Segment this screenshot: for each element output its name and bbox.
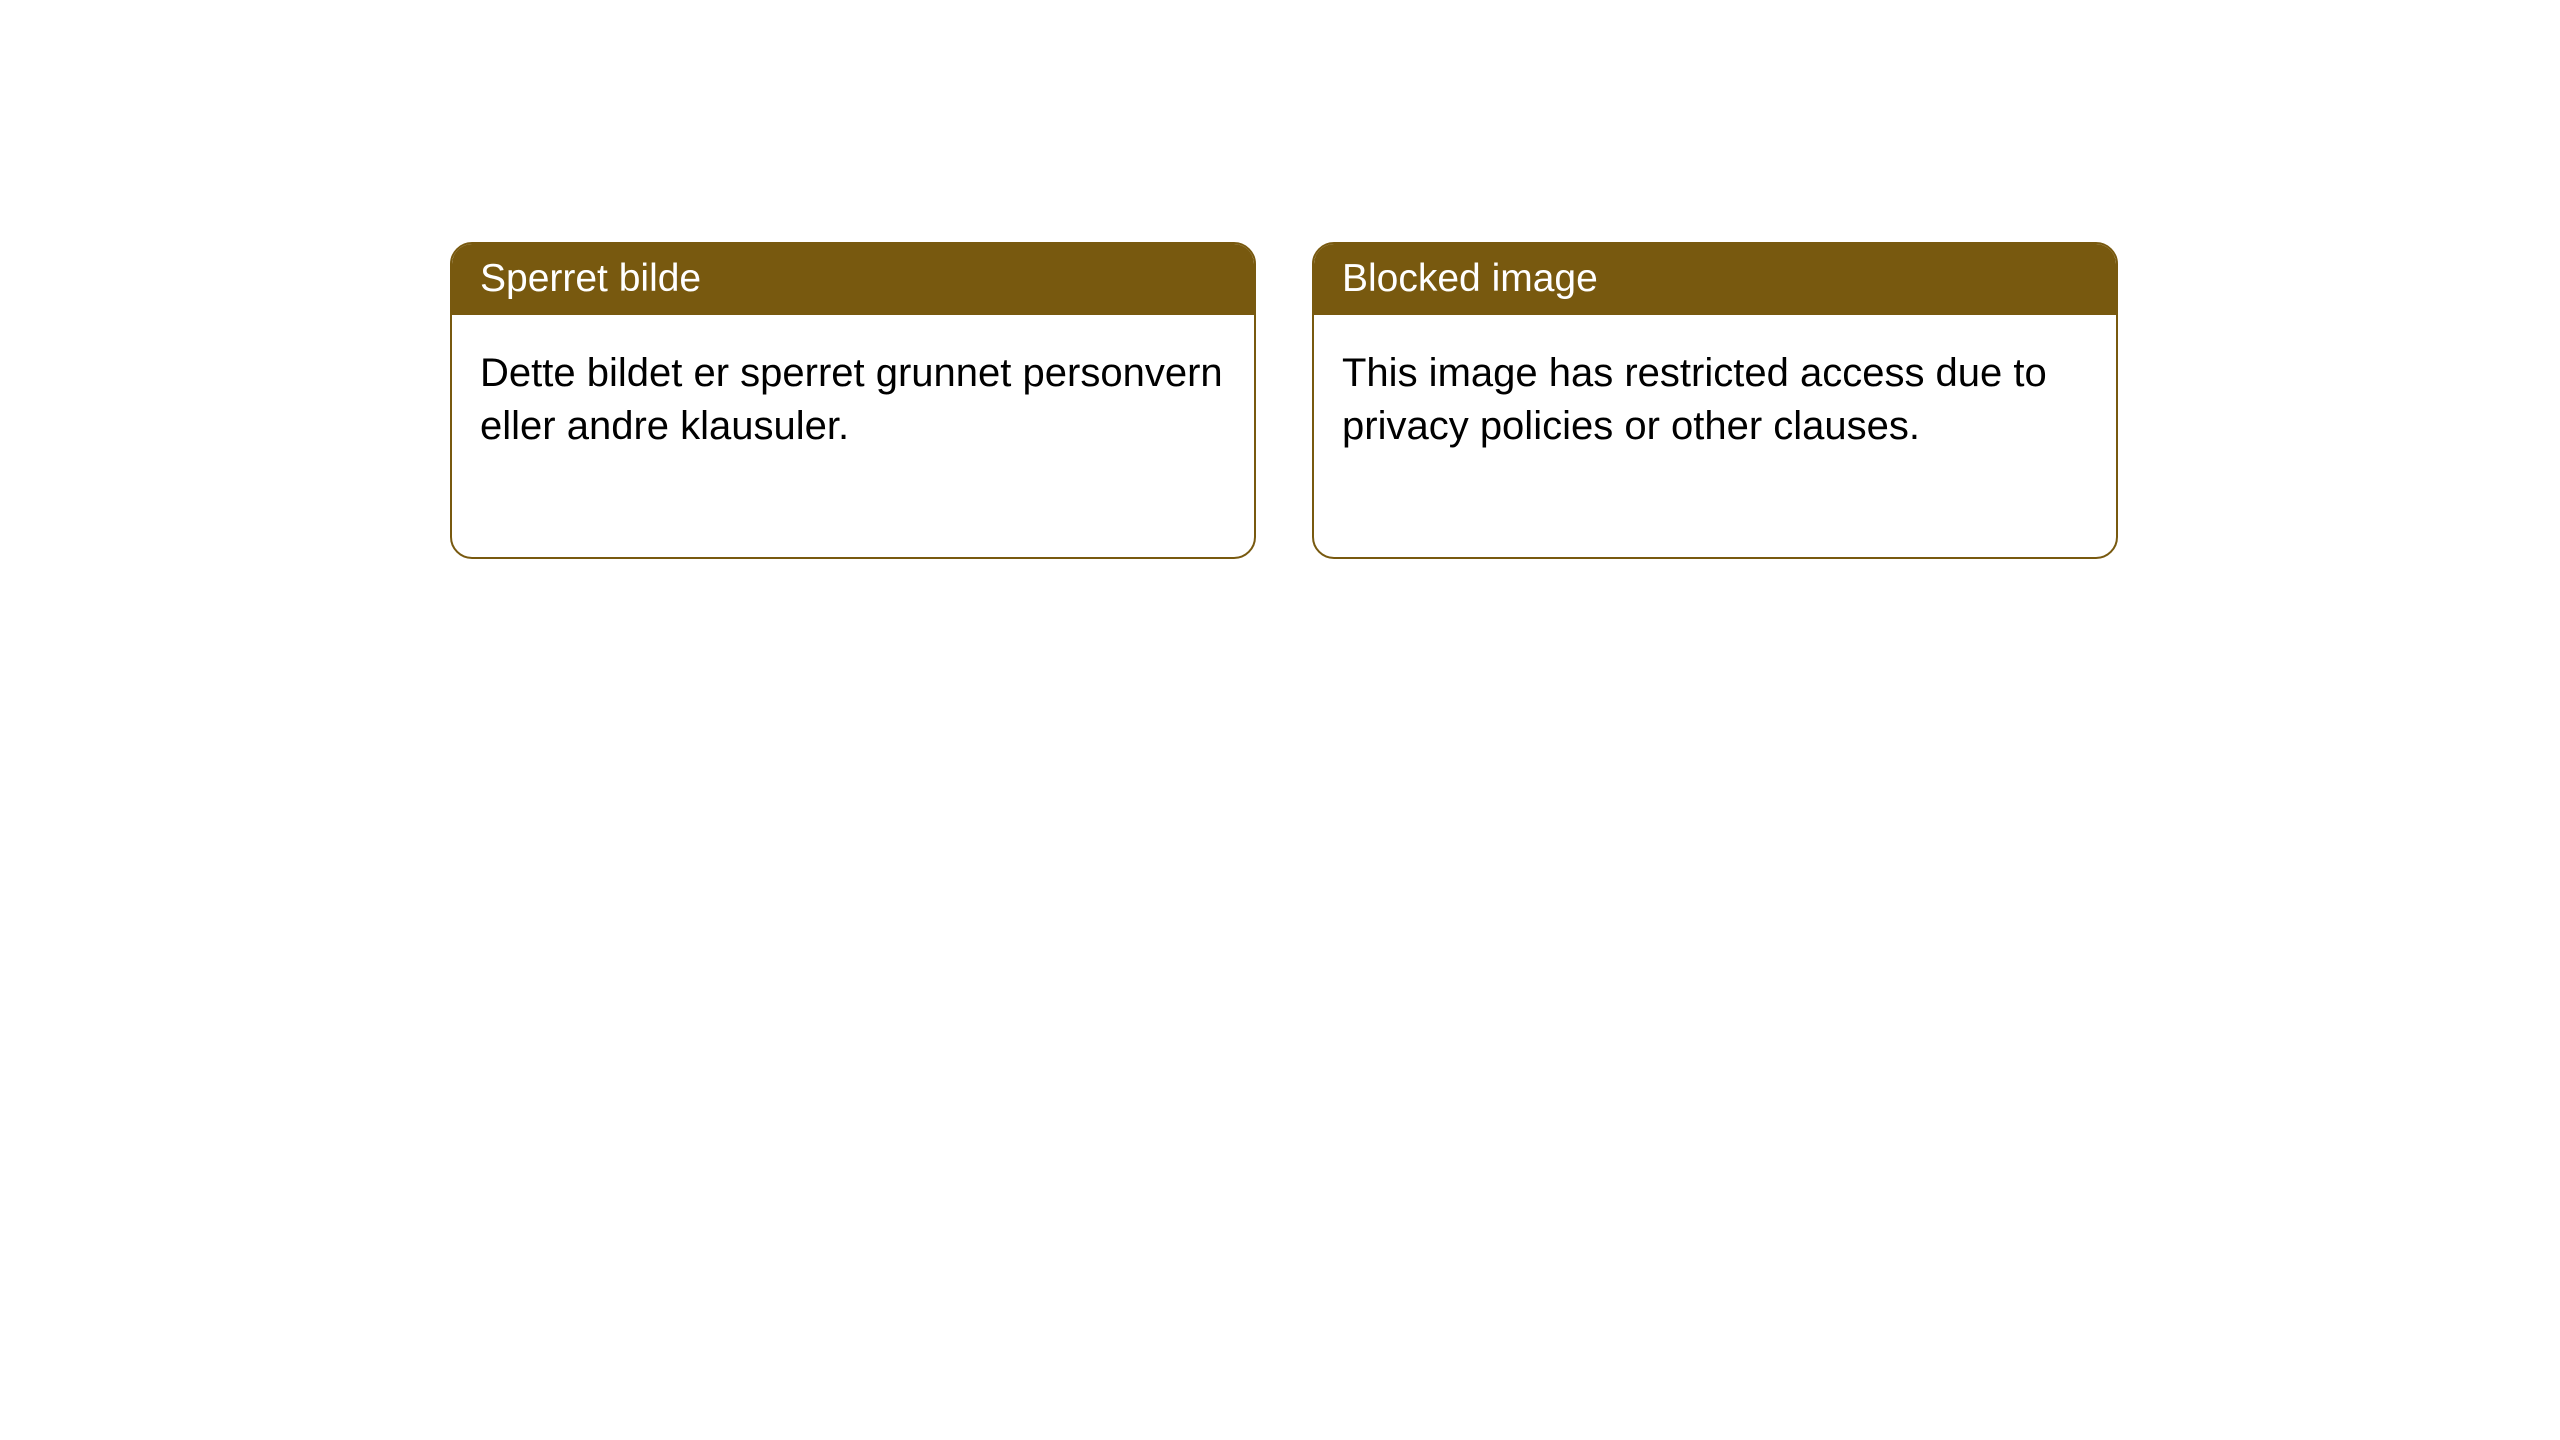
notice-card-norwegian: Sperret bilde Dette bildet er sperret gr…: [450, 242, 1256, 559]
notice-body: This image has restricted access due to …: [1314, 315, 2116, 557]
notice-container: Sperret bilde Dette bildet er sperret gr…: [450, 242, 2118, 559]
notice-card-english: Blocked image This image has restricted …: [1312, 242, 2118, 559]
notice-header: Sperret bilde: [452, 244, 1254, 315]
notice-header: Blocked image: [1314, 244, 2116, 315]
notice-body: Dette bildet er sperret grunnet personve…: [452, 315, 1254, 557]
